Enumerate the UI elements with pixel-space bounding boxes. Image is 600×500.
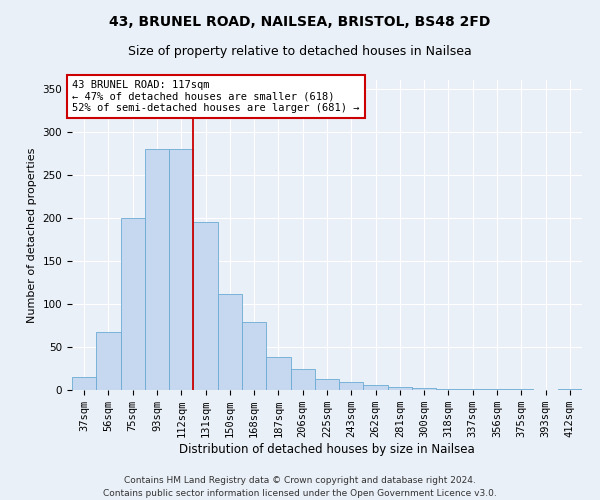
Bar: [169, 149, 193, 390]
Bar: [242, 322, 266, 390]
Bar: [121, 218, 145, 390]
Bar: [96, 332, 121, 390]
Bar: [290, 370, 315, 390]
Bar: [412, 388, 436, 390]
Bar: [339, 382, 364, 390]
Bar: [218, 294, 242, 390]
Bar: [388, 386, 412, 390]
Bar: [266, 358, 290, 390]
Bar: [485, 389, 509, 390]
Bar: [436, 389, 461, 390]
Bar: [72, 377, 96, 390]
Bar: [558, 389, 582, 390]
Text: 43, BRUNEL ROAD, NAILSEA, BRISTOL, BS48 2FD: 43, BRUNEL ROAD, NAILSEA, BRISTOL, BS48 …: [109, 15, 491, 29]
Text: Contains HM Land Registry data © Crown copyright and database right 2024.
Contai: Contains HM Land Registry data © Crown c…: [103, 476, 497, 498]
Bar: [364, 385, 388, 390]
Bar: [461, 389, 485, 390]
Bar: [315, 379, 339, 390]
Bar: [509, 389, 533, 390]
Bar: [193, 222, 218, 390]
Text: Size of property relative to detached houses in Nailsea: Size of property relative to detached ho…: [128, 45, 472, 58]
X-axis label: Distribution of detached houses by size in Nailsea: Distribution of detached houses by size …: [179, 443, 475, 456]
Bar: [145, 149, 169, 390]
Y-axis label: Number of detached properties: Number of detached properties: [27, 148, 37, 322]
Text: 43 BRUNEL ROAD: 117sqm
← 47% of detached houses are smaller (618)
52% of semi-de: 43 BRUNEL ROAD: 117sqm ← 47% of detached…: [72, 80, 359, 113]
